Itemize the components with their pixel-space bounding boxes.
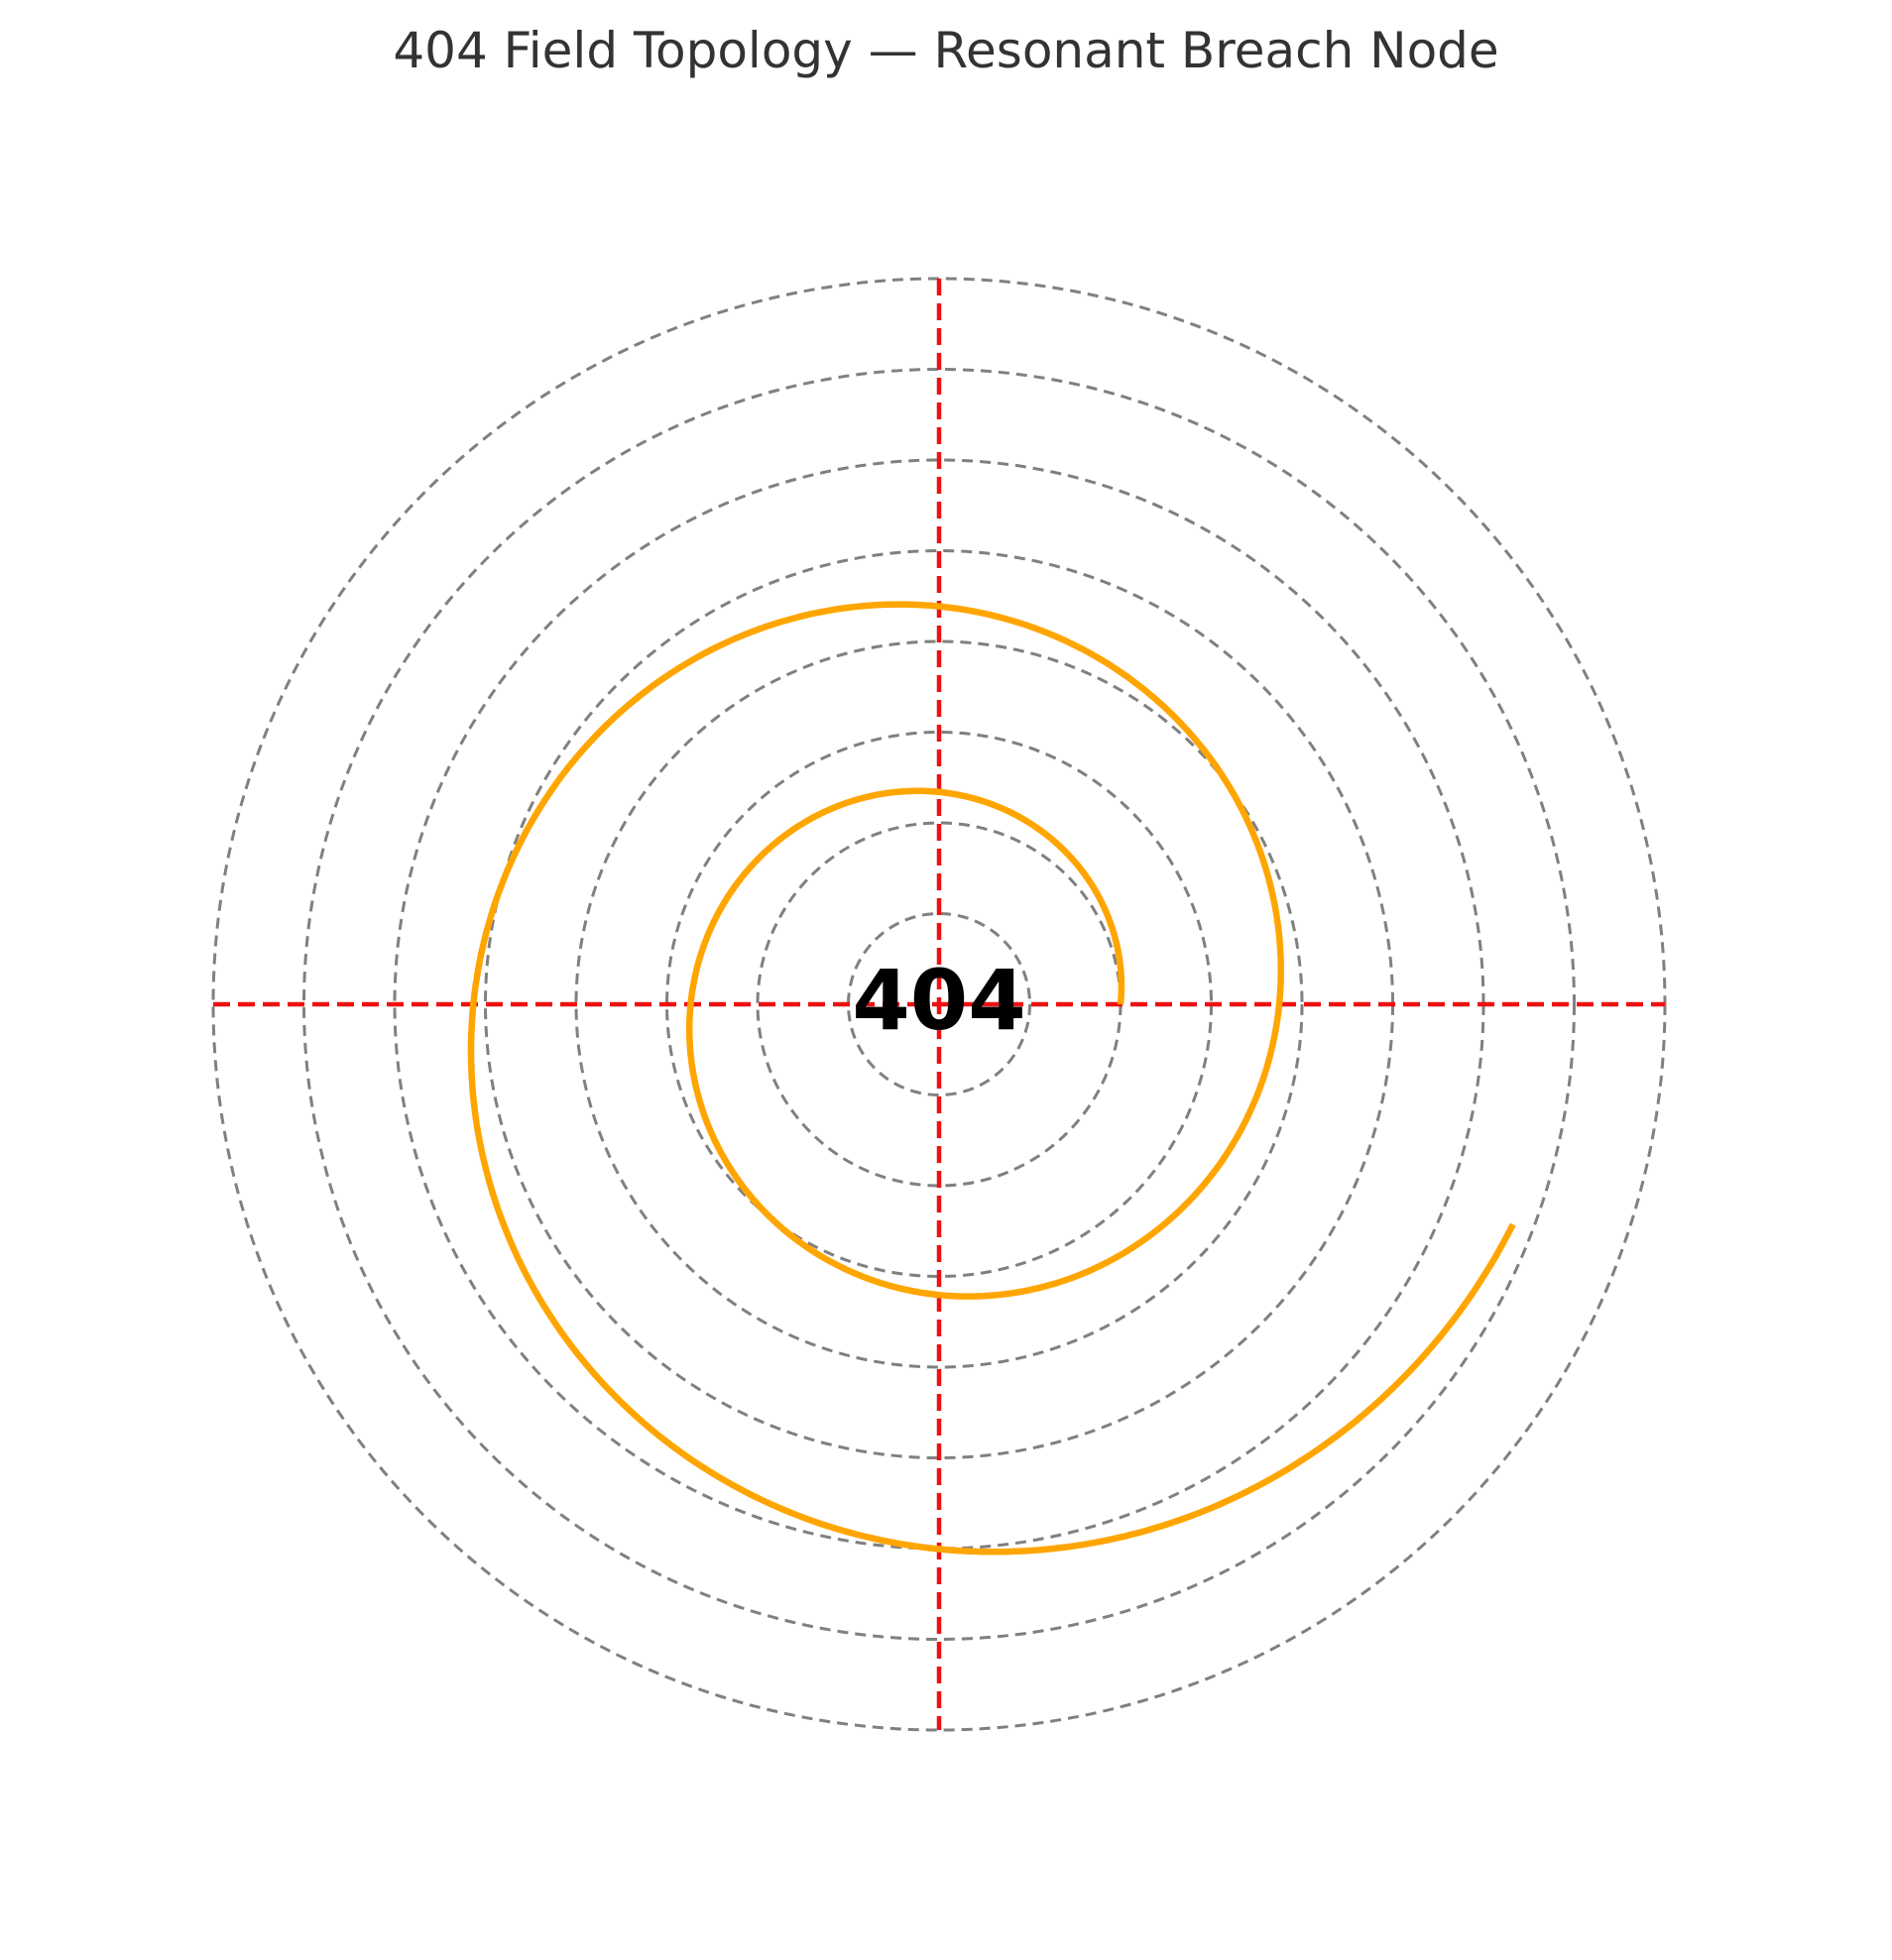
center-404-label: 404 xyxy=(852,952,1025,1049)
resonant-spiral xyxy=(467,601,1516,1556)
ring-4 xyxy=(574,639,1304,1369)
ring-7 xyxy=(302,368,1576,1641)
diagram-title: 404 Field Topology — Resonant Breach Nod… xyxy=(393,22,1499,79)
ring-1 xyxy=(847,912,1031,1096)
crosshair-lines xyxy=(213,279,1665,1730)
